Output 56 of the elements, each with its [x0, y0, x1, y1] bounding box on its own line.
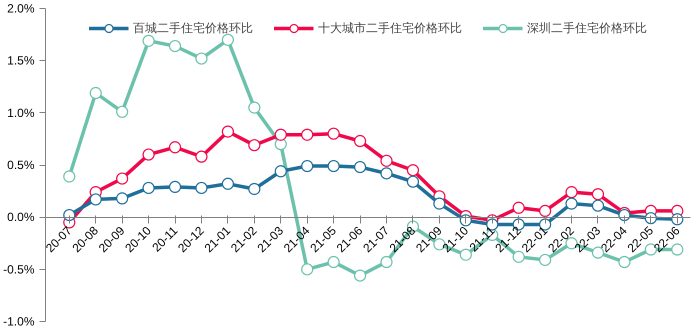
- point: [168, 40, 182, 52]
- point: [116, 192, 128, 204]
- point: [328, 128, 340, 140]
- point: [354, 134, 366, 148]
- point: [90, 86, 102, 100]
- legend-label: 十大城市二手住宅价格环比: [318, 20, 462, 36]
- point: [354, 270, 366, 282]
- point: [539, 254, 552, 266]
- point: [301, 128, 314, 141]
- point: [248, 182, 260, 196]
- point: [539, 204, 552, 217]
- legend-label: 深圳二手住宅价格环比: [527, 20, 647, 36]
- point: [168, 180, 182, 193]
- y-tick-label: 0.5%: [7, 158, 35, 172]
- point: [222, 178, 234, 190]
- point: [142, 182, 155, 194]
- point: [380, 167, 393, 180]
- y-tick-label: -1.0%: [3, 314, 35, 328]
- point: [565, 186, 578, 198]
- point: [142, 148, 155, 161]
- point: [301, 263, 314, 276]
- point: [116, 172, 128, 185]
- point: [116, 106, 128, 118]
- point: [592, 188, 604, 200]
- point: [248, 139, 260, 152]
- y-tick-label: 0.0%: [7, 210, 35, 224]
- point: [328, 256, 340, 268]
- point: [328, 160, 340, 172]
- point: [406, 164, 420, 176]
- legend-label: 百城二手住宅价格环比: [133, 20, 253, 36]
- point: [248, 102, 260, 114]
- point: [406, 176, 420, 188]
- y-tick-label: 2.0%: [7, 2, 35, 16]
- point: [592, 200, 604, 212]
- y-tick-label: 1.0%: [7, 106, 35, 120]
- point: [565, 198, 578, 210]
- y-tick-label: -0.5%: [3, 262, 35, 276]
- y-tick-label: 1.5%: [7, 54, 35, 68]
- point: [274, 165, 287, 178]
- point: [380, 154, 393, 167]
- point: [618, 256, 631, 268]
- point: [301, 160, 314, 172]
- point: [380, 256, 393, 268]
- point: [274, 128, 287, 141]
- point: [195, 182, 208, 194]
- point: [433, 198, 446, 210]
- point: [63, 170, 76, 183]
- point: [512, 202, 525, 214]
- point: [168, 141, 182, 154]
- point: [222, 34, 234, 46]
- point: [222, 126, 234, 138]
- point: [142, 34, 155, 47]
- point: [354, 161, 366, 174]
- point: [90, 193, 102, 206]
- point: [195, 52, 208, 65]
- point: [195, 150, 208, 163]
